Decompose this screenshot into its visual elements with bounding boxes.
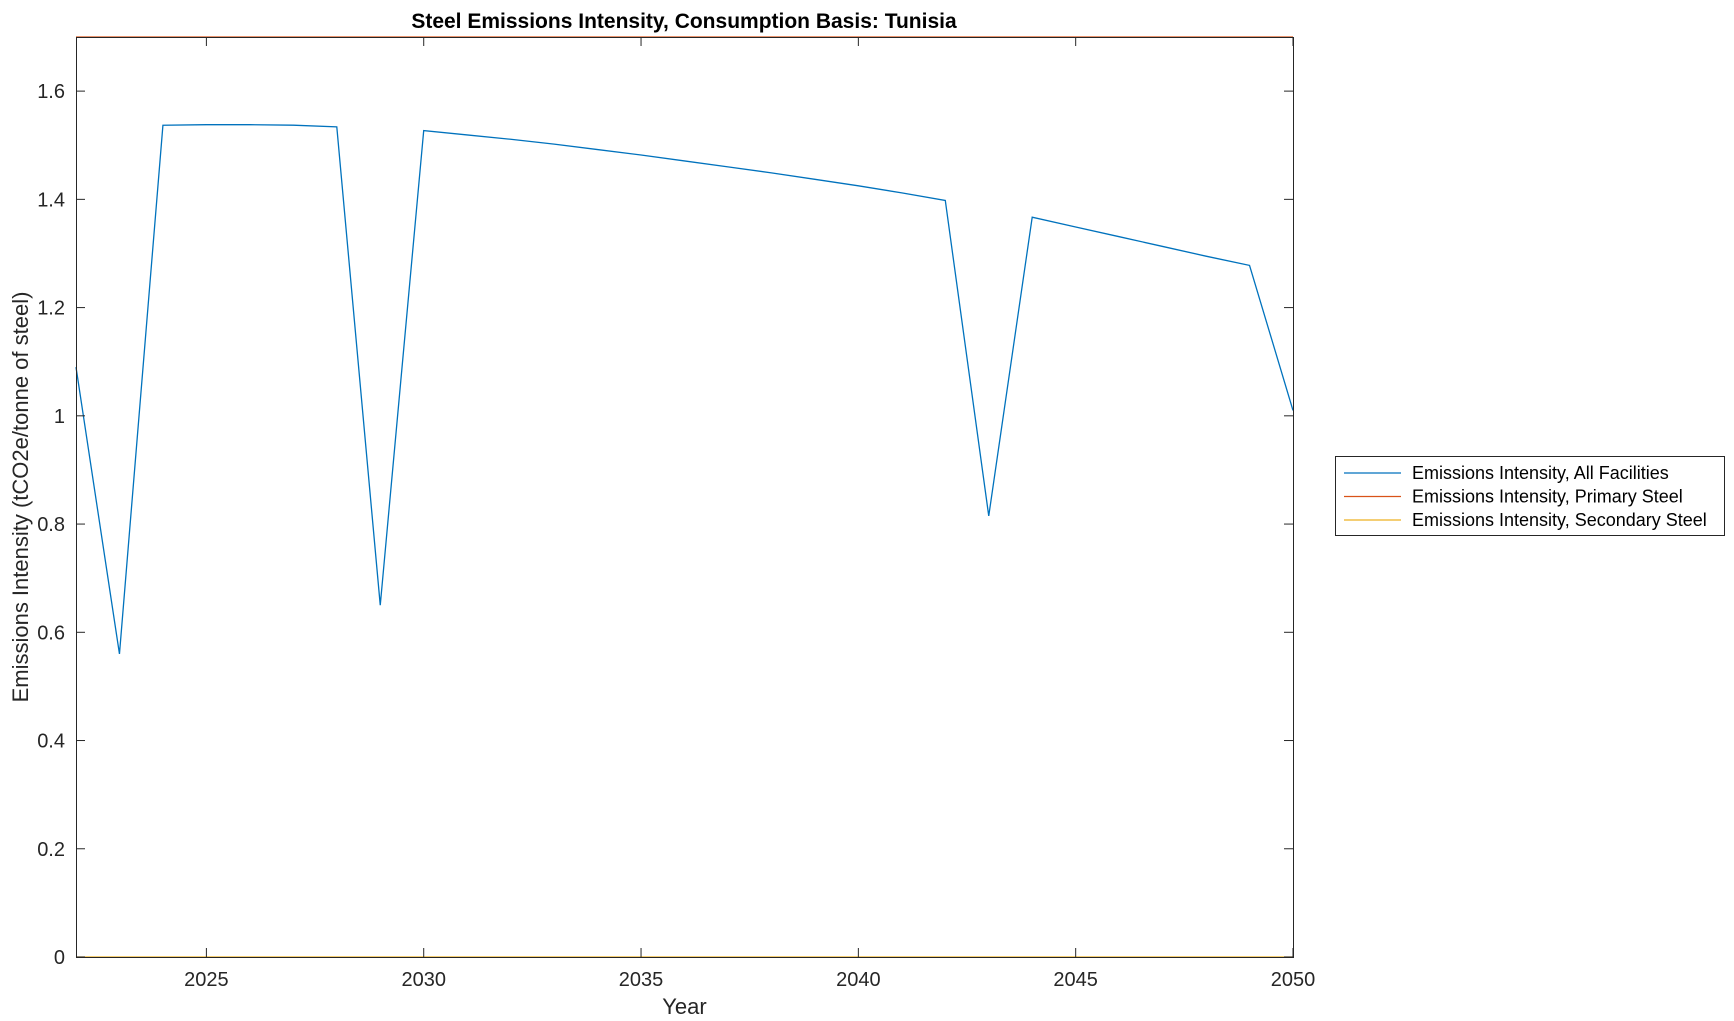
x-tick-label: 2035 <box>619 969 664 991</box>
plot-area <box>76 37 1293 957</box>
series-line-1 <box>75 124 1294 655</box>
legend-label-3: Emissions Intensity, Secondary Steel <box>1412 510 1707 530</box>
x-tick-label: 2030 <box>401 969 446 991</box>
y-tick-label: 1.2 <box>37 298 65 320</box>
x-axis: 2025 2030 2035 2040 2045 2050 <box>184 37 1315 991</box>
legend: Emissions Intensity, All Facilities Emiss… <box>1335 456 1725 536</box>
x-tick-label: 2050 <box>1271 969 1316 991</box>
chart-title: Steel Emissions Intensity, Consumption B… <box>411 10 957 33</box>
y-tick-label: 1 <box>54 406 65 428</box>
x-tick-label: 2025 <box>184 969 229 991</box>
y-tick-label: 1.6 <box>37 81 65 103</box>
y-tick-label: 0 <box>54 947 65 969</box>
x-tick-label: 2045 <box>1053 969 1098 991</box>
legend-label-1: Emissions Intensity, All Facilities <box>1412 463 1669 483</box>
y-axis: 0 0.2 0.4 0.6 0.8 1 1.2 1.4 1.6 <box>37 81 1293 969</box>
y-axis-label: Emissions Intensity (tCO2e/tonne of stee… <box>8 292 33 703</box>
x-tick-label: 2040 <box>836 969 881 991</box>
y-tick-label: 0.6 <box>37 622 65 644</box>
legend-label-2: Emissions Intensity, Primary Steel <box>1412 487 1683 507</box>
legend-entries: Emissions Intensity, All Facilities Emiss… <box>1344 463 1707 530</box>
y-tick-label: 0.4 <box>37 731 65 753</box>
y-tick-label: 0.8 <box>37 514 65 536</box>
y-tick-label: 1.4 <box>37 189 65 211</box>
x-axis-label: Year <box>662 994 706 1019</box>
plot-box <box>76 37 1294 958</box>
y-tick-label: 0.2 <box>37 839 65 861</box>
